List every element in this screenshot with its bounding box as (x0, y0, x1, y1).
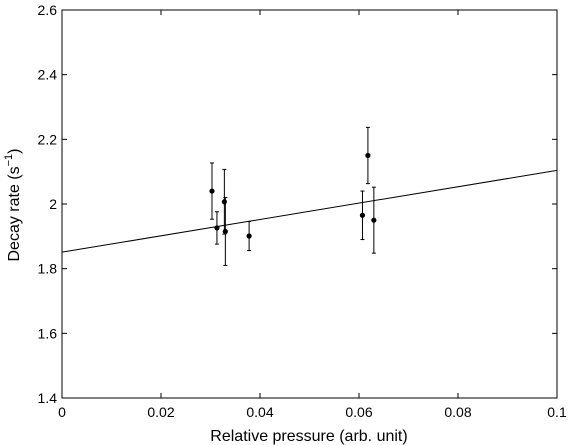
x-axis-label: Relative pressure (arb. unit) (210, 428, 407, 445)
data-point (371, 217, 377, 223)
y-tick-label: 1.6 (38, 325, 58, 341)
error-bars (209, 126, 376, 266)
x-tick-label: 0.08 (444, 404, 471, 420)
data-point (246, 233, 252, 239)
y-tick-label: 1.4 (38, 390, 58, 406)
y-axis-label-close: ) (6, 148, 23, 153)
data-points (209, 152, 377, 239)
data-point (214, 225, 220, 231)
x-tick-label: 0 (58, 404, 66, 420)
data-point (209, 188, 215, 194)
x-tick-label: 0.06 (345, 404, 372, 420)
x-tick-label: 0.1 (547, 404, 567, 420)
tick-labels: 0 0.02 0.04 0.06 0.08 0.1 1.4 1.6 1.8 2 2.2 2.4 2.6 (38, 2, 567, 420)
y-tick-label: 2.2 (38, 131, 58, 147)
y-tick-label: 2 (49, 196, 57, 212)
y-axis-label: Decay rate (s−1) (3, 148, 23, 261)
data-point (222, 228, 228, 235)
data-point (359, 212, 366, 218)
data-point (365, 152, 371, 159)
axis-ticks (61, 9, 558, 399)
x-tick-label: 0.02 (147, 404, 174, 420)
y-tick-label: 1.8 (38, 261, 58, 277)
x-tick-label: 0.04 (246, 404, 273, 420)
y-axis-label-main: Decay rate (s (6, 166, 23, 261)
fit-line-group (61, 169, 558, 253)
y-axis-label-sup: −1 (3, 154, 15, 167)
y-tick-label: 2.4 (38, 67, 58, 83)
plot-frame (61, 9, 558, 399)
y-tick-label: 2.6 (38, 2, 58, 18)
fit-line (61, 169, 558, 253)
data-point (221, 199, 227, 205)
